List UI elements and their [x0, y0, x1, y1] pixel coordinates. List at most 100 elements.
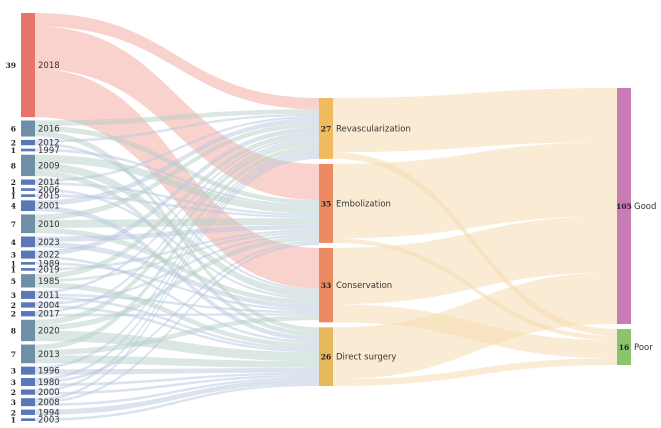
link-2009-to-embolization — [35, 154, 319, 214]
node-label-revascularization: Revascularization — [336, 124, 411, 134]
node-2004 — [21, 302, 35, 308]
link-1989-to-conservation — [35, 262, 319, 312]
node-value-poor: 16 — [619, 343, 629, 352]
node-2010 — [21, 214, 35, 234]
node-2013 — [21, 344, 35, 364]
node-2023 — [21, 236, 35, 248]
node-2015 — [21, 194, 35, 197]
node-2019 — [21, 268, 35, 271]
link-2000-to-direct-surgery — [35, 374, 319, 395]
node-value-conservation: 33 — [321, 281, 331, 290]
node-label-2010: 2010 — [38, 220, 60, 230]
node-2011 — [21, 290, 35, 299]
node-value-2017: 2 — [11, 310, 16, 319]
link-2010-to-embolization — [35, 218, 319, 228]
node-label-2016: 2016 — [38, 125, 60, 135]
node-label-2003: 2003 — [38, 416, 60, 426]
node-label-2023: 2023 — [38, 238, 60, 248]
node-1996 — [21, 366, 35, 375]
chart-nodes: 1980 3 1985 5 1989 1 1994 2 1996 3 1997 1 2000 2 2001 4… — [6, 13, 656, 426]
link-direct-surgery-to-poor — [333, 358, 617, 386]
link-2011-to-conservation — [35, 293, 319, 314]
node-value-2010: 7 — [11, 220, 16, 229]
link-2016-to-revascularization — [35, 109, 319, 126]
node-label-2006: 2006 — [38, 186, 60, 196]
node-value-2015: 1 — [11, 192, 16, 201]
node-1997 — [21, 148, 35, 152]
node-label-1989: 1989 — [38, 259, 60, 269]
node-revascularization — [319, 98, 333, 159]
link-1985-to-revascularization — [35, 131, 319, 280]
link-revascularization-to-good — [333, 88, 617, 153]
node-label-2019: 2019 — [38, 265, 60, 275]
node-value-1985: 5 — [11, 277, 16, 286]
node-poor — [617, 329, 631, 365]
node-value-revascularization: 27 — [321, 124, 331, 133]
node-label-2015: 2015 — [38, 192, 60, 202]
node-embolization — [319, 163, 333, 243]
node-value-embolization: 35 — [321, 199, 331, 208]
node-label-2014: 2014 — [38, 178, 60, 188]
link-2022-to-revascularization — [35, 127, 319, 256]
node-label-2017: 2017 — [38, 310, 60, 320]
node-label-poor: Poor — [634, 343, 653, 353]
link-1985-to-embolization — [35, 231, 319, 283]
node-value-2000: 2 — [11, 388, 16, 397]
node-1989 — [21, 262, 35, 265]
link-2022-to-direct-surgery — [35, 255, 319, 344]
node-1994 — [21, 409, 35, 415]
flow-links — [35, 13, 617, 421]
link-embolization-to-good — [333, 141, 617, 239]
node-2017 — [21, 311, 35, 317]
node-1980 — [21, 378, 35, 387]
node-2009 — [21, 154, 35, 177]
link-2013-to-direct-surgery — [35, 355, 319, 368]
link-embolization-to-poor — [333, 238, 617, 341]
node-2006 — [21, 188, 35, 191]
node-value-good: 105 — [616, 202, 632, 211]
link-2004-to-embolization — [35, 233, 319, 305]
node-label-2001: 2001 — [38, 202, 60, 212]
link-2020-to-direct-surgery — [35, 330, 319, 362]
link-2013-to-conservation — [35, 315, 319, 356]
node-label-good: Good — [634, 202, 656, 212]
link-2010-to-revascularization — [35, 122, 319, 220]
node-label-direct-surgery: Direct surgery — [336, 353, 396, 363]
node-label-1994: 1994 — [38, 408, 60, 418]
link-1996-to-revascularization — [35, 149, 319, 370]
node-conservation — [319, 247, 333, 323]
node-label-2013: 2013 — [38, 350, 60, 360]
node-label-2020: 2020 — [38, 326, 60, 336]
link-2018-to-revascularization — [35, 13, 319, 110]
node-label-1996: 1996 — [38, 367, 60, 377]
node-value-2014: 2 — [11, 178, 16, 187]
node-label-2009: 2009 — [38, 161, 60, 171]
node-label-1980: 1980 — [38, 378, 60, 388]
link-2019-to-embolization — [35, 229, 319, 271]
link-2018-to-embolization — [35, 26, 319, 201]
node-label-2018: 2018 — [38, 61, 60, 71]
node-value-1994: 2 — [11, 408, 16, 417]
node-label-conservation: Conservation — [336, 281, 392, 291]
link-2020-to-revascularization — [35, 140, 319, 326]
node-label-2012: 2012 — [38, 139, 60, 149]
link-2004-to-direct-surgery — [35, 304, 319, 353]
link-1980-to-revascularization — [35, 152, 319, 381]
node-value-2013: 7 — [11, 350, 16, 359]
node-label-2022: 2022 — [38, 251, 60, 261]
node-value-2009: 8 — [11, 161, 16, 170]
link-2008-to-direct-surgery — [35, 376, 319, 407]
node-value-1996: 3 — [11, 367, 16, 376]
node-value-2023: 4 — [11, 238, 16, 247]
node-value-2008: 3 — [11, 398, 16, 407]
node-value-2019: 1 — [11, 265, 16, 274]
node-direct-surgery — [319, 327, 333, 386]
node-value-1980: 3 — [11, 378, 16, 387]
node-2001 — [21, 200, 35, 212]
node-value-1997: 1 — [11, 146, 16, 155]
link-1980-to-embolization — [35, 240, 319, 384]
node-2018 — [21, 13, 35, 118]
node-label-1997: 1997 — [38, 146, 60, 156]
node-value-2003: 1 — [11, 416, 16, 425]
